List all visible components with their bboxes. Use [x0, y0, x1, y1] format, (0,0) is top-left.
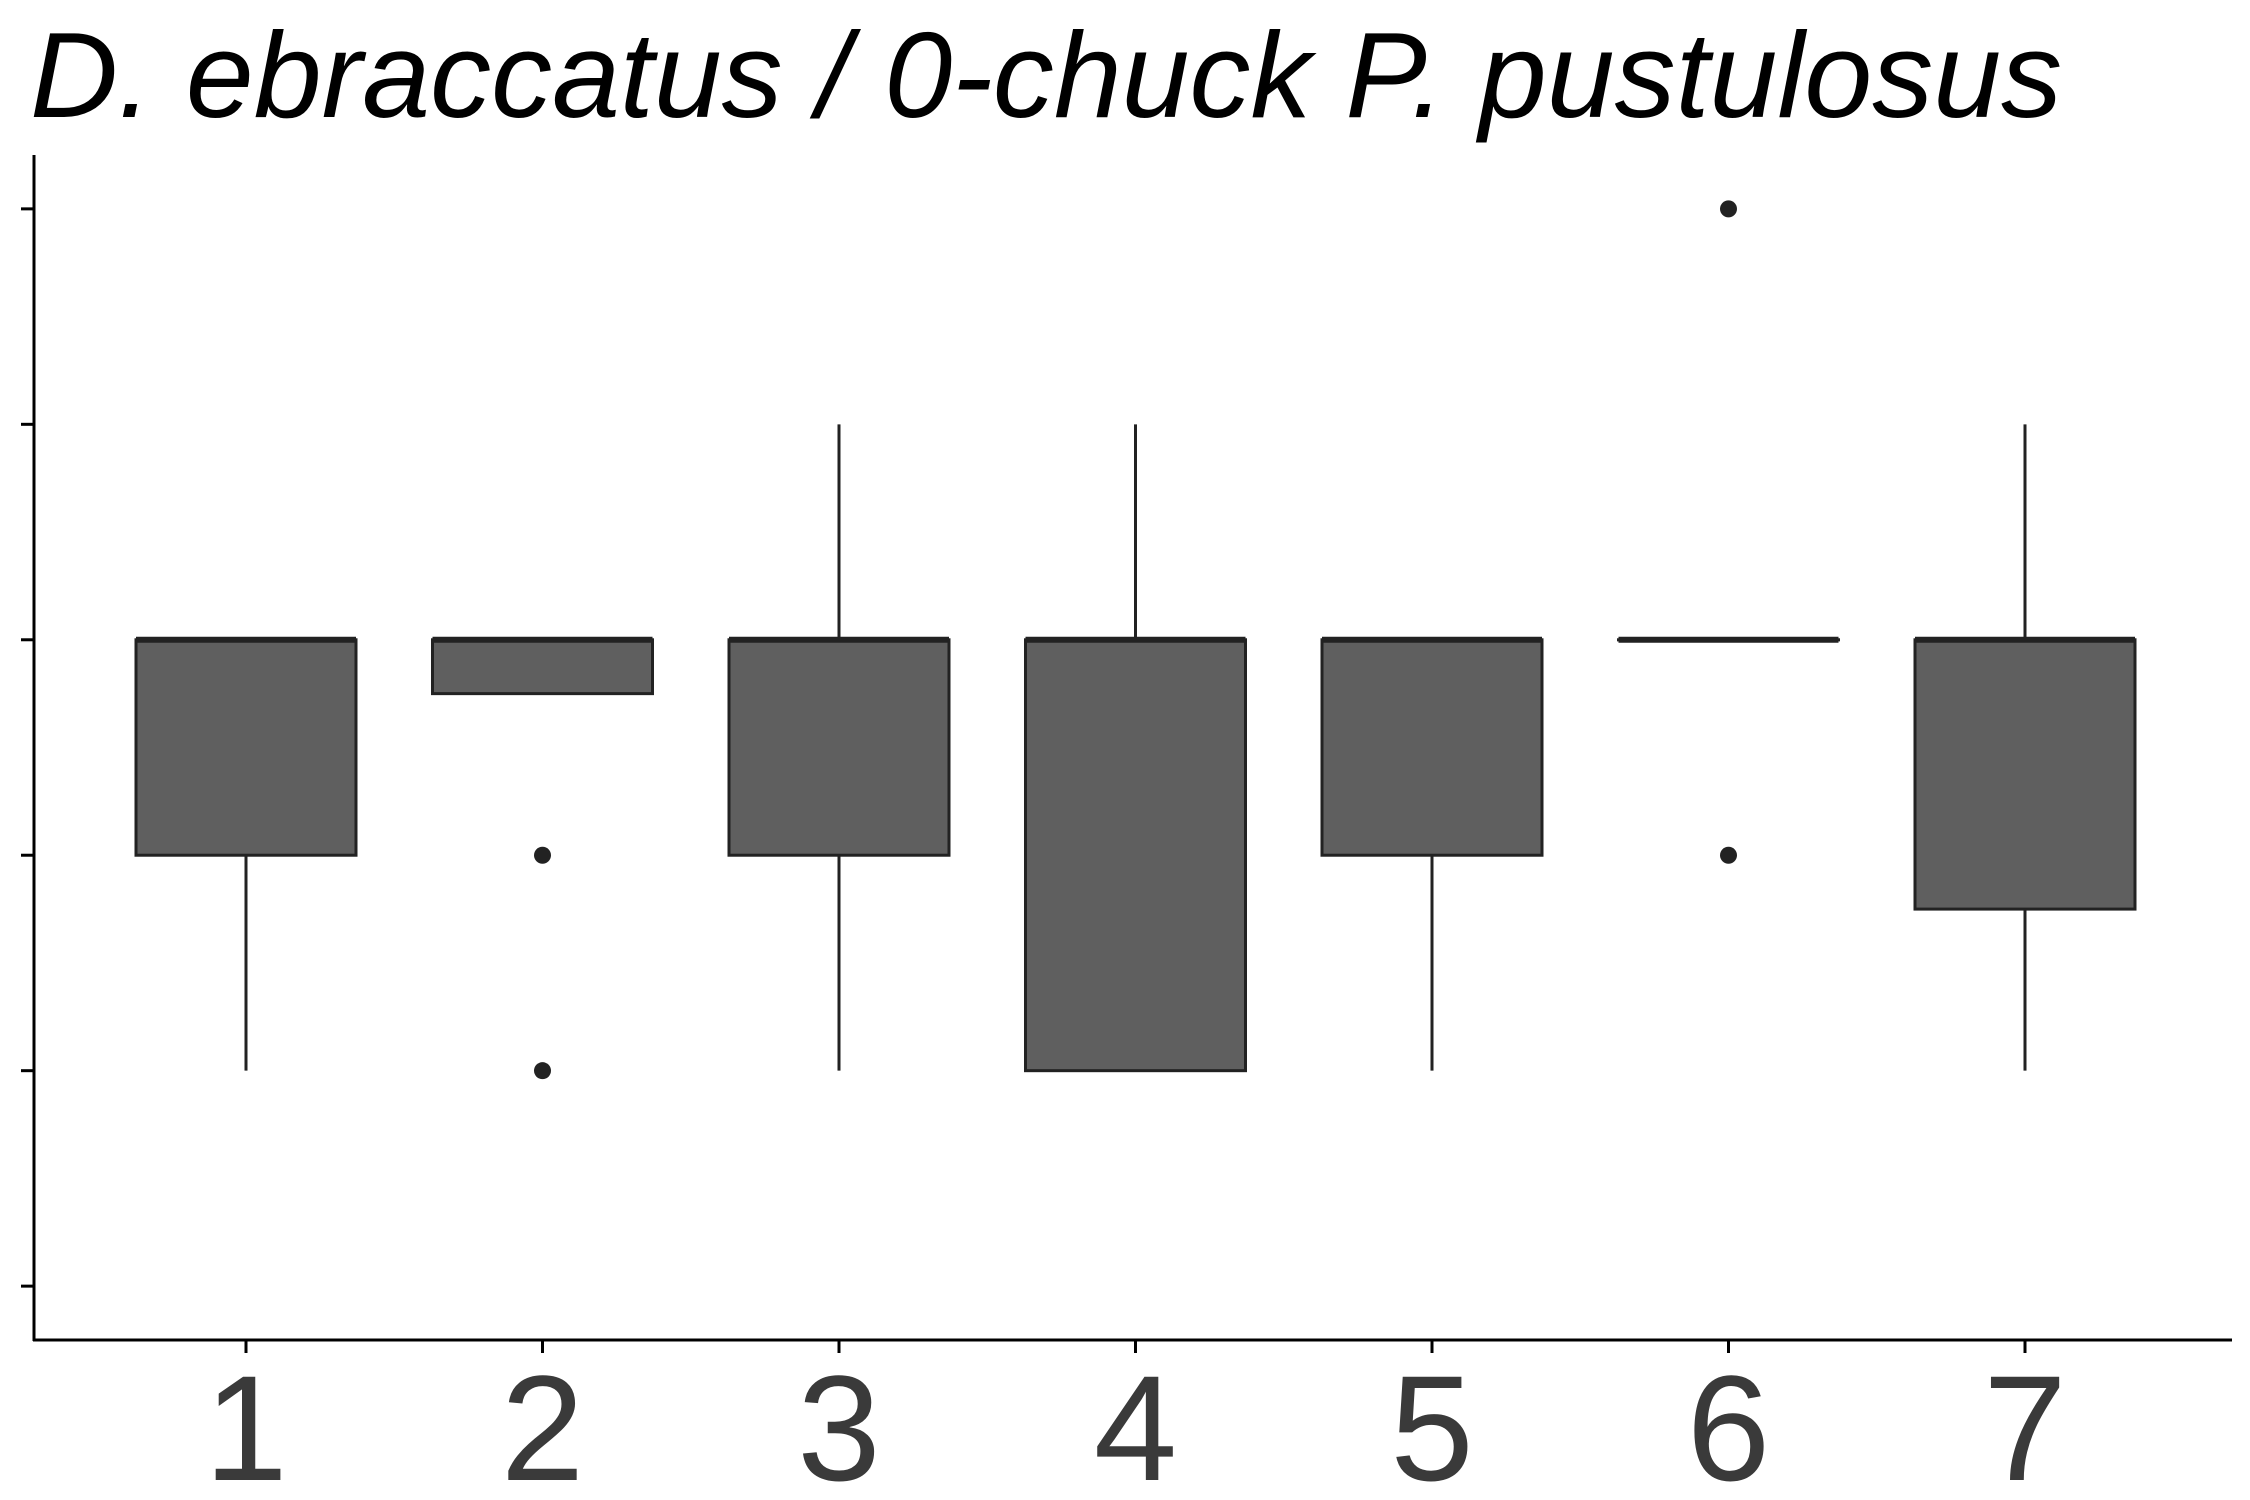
x-axis-ticks: 1 2 3 4 5 6 7 — [204, 1340, 2067, 1500]
axes — [21, 155, 2232, 1342]
box-body — [1913, 638, 2137, 911]
chart-title: D. ebraccatus / 0-chuck P. pustulosus — [30, 7, 2063, 143]
outlier-point — [1720, 200, 1737, 218]
box-2 — [431, 636, 654, 1080]
box-7 — [1913, 424, 2137, 1071]
box-1 — [134, 636, 358, 1071]
box-body — [727, 638, 951, 857]
x-tick-label: 3 — [797, 1344, 880, 1500]
x-tick-label: 6 — [1687, 1344, 1770, 1500]
box-3 — [727, 424, 951, 1071]
boxes-layer — [134, 200, 2137, 1080]
box-body — [1320, 638, 1544, 857]
box-4 — [1024, 424, 1247, 1073]
x-tick-label: 2 — [501, 1344, 584, 1500]
box-body — [1024, 638, 1247, 1073]
x-tick-label: 4 — [1094, 1344, 1177, 1500]
outlier-point — [534, 846, 551, 864]
box-body — [431, 638, 654, 696]
box-body — [134, 638, 358, 857]
outlier-point — [1720, 846, 1737, 864]
x-tick-label: 7 — [1983, 1344, 2066, 1500]
x-tick-label: 1 — [204, 1344, 287, 1500]
outlier-point — [534, 1062, 551, 1080]
box-5 — [1320, 636, 1544, 1071]
box-6 — [1617, 200, 1840, 864]
x-tick-label: 5 — [1390, 1344, 1473, 1500]
